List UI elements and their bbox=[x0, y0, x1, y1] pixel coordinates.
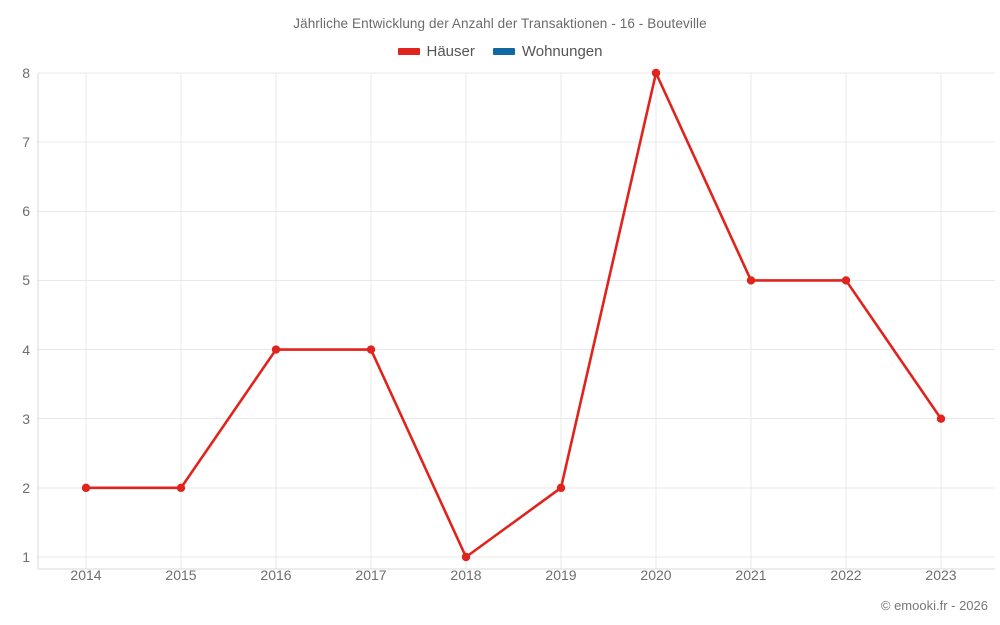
data-point-marker[interactable] bbox=[936, 414, 946, 423]
data-point-marker[interactable] bbox=[651, 68, 661, 78]
y-axis-tick-label: 3 bbox=[22, 410, 30, 427]
y-axis-tick-label: 4 bbox=[22, 341, 30, 358]
x-axis-tick-label: 2016 bbox=[260, 567, 292, 583]
data-point-marker[interactable] bbox=[841, 276, 851, 285]
legend-item-hauser[interactable]: Häuser bbox=[397, 43, 475, 60]
data-point-marker[interactable] bbox=[461, 552, 471, 562]
x-axis-tick-label: 2017 bbox=[355, 567, 387, 583]
x-axis-tick-label: 2022 bbox=[830, 567, 862, 583]
x-axis-tick-label: 2018 bbox=[450, 567, 482, 583]
y-axis-tick-label: 1 bbox=[22, 549, 30, 565]
legend-swatch-wohnungen bbox=[492, 48, 515, 55]
x-axis-tick-label: 2021 bbox=[735, 567, 767, 583]
x-axis-tick-label: 2019 bbox=[545, 567, 577, 583]
x-axis-tick-label: 2015 bbox=[165, 567, 197, 583]
x-axis-tick-label: 2014 bbox=[70, 567, 102, 583]
data-point-marker[interactable] bbox=[746, 276, 756, 285]
data-point-marker[interactable] bbox=[366, 345, 376, 354]
legend-item-wohnungen[interactable]: Wohnungen bbox=[492, 43, 603, 60]
series-lines bbox=[84, 71, 943, 559]
chart-credit: © emooki.fr - 2026 bbox=[880, 598, 988, 613]
x-axis-tick-label: 2023 bbox=[925, 567, 957, 583]
data-point-marker[interactable] bbox=[271, 345, 281, 354]
y-axis-tick-label: 2 bbox=[22, 479, 30, 496]
x-axis-tick-label: 2020 bbox=[640, 567, 672, 583]
axis-lines bbox=[37, 73, 995, 570]
y-axis-tick-label: 5 bbox=[22, 272, 30, 289]
legend-label-hauser: Häuser bbox=[426, 43, 475, 60]
y-axis-tick-label: 7 bbox=[22, 134, 30, 151]
data-point-marker[interactable] bbox=[176, 483, 186, 493]
y-axis-tick-label: 8 bbox=[22, 65, 30, 81]
y-axis-labels: 1 2 3 4 5 6 7 8 bbox=[0, 0, 30, 625]
series-markers bbox=[81, 68, 946, 562]
chart-title: Jährliche Entwicklung der Anzahl der Tra… bbox=[293, 16, 707, 31]
legend-swatch-hauser bbox=[397, 48, 420, 55]
data-point-marker[interactable] bbox=[81, 483, 91, 493]
series-line-1 bbox=[84, 71, 943, 559]
grid-lines bbox=[38, 72, 995, 569]
y-axis-tick-label: 6 bbox=[22, 203, 30, 220]
data-point-marker[interactable] bbox=[556, 483, 566, 493]
legend-label-wohnungen: Wohnungen bbox=[521, 43, 603, 60]
chart-legend: Häuser Wohnungen bbox=[0, 44, 1000, 59]
